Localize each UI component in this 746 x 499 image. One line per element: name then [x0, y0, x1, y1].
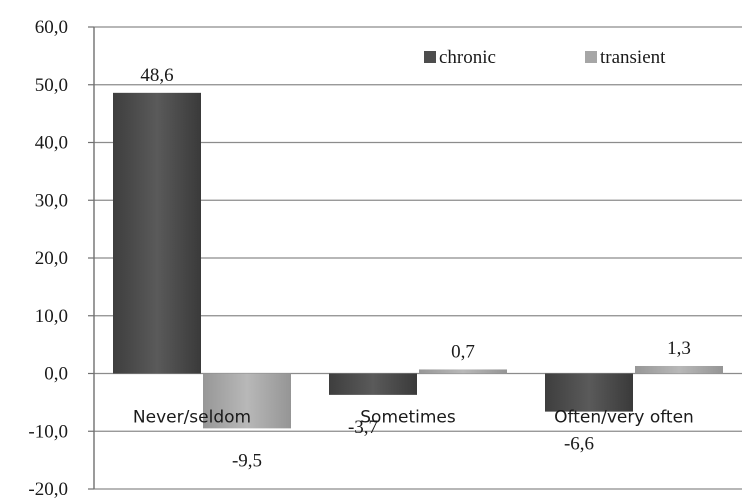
- y-tick-label: 10,0: [35, 306, 68, 327]
- bar-chronic-1: [329, 373, 417, 395]
- bar-transient-2: [635, 365, 723, 374]
- y-tick-labels: 60,0 50,0 40,0 30,0 20,0 10,0 0,0 -10,0 -20,0: [28, 17, 68, 499]
- legend-swatch-transient: [585, 51, 597, 63]
- legend: chronic transient: [424, 47, 666, 68]
- legend-swatch-chronic: [424, 51, 436, 63]
- y-tick-label: -10,0: [28, 421, 68, 442]
- y-tick-label: 30,0: [35, 190, 68, 211]
- bars: [113, 92, 723, 429]
- data-label-chronic-0: 48,6: [140, 65, 173, 86]
- bar-chronic-0: [113, 92, 201, 374]
- y-tick-label: 0,0: [44, 364, 68, 385]
- category-label: Sometimes: [360, 408, 456, 428]
- y-tick-label: 20,0: [35, 248, 68, 269]
- data-label-transient-2: 1,3: [667, 338, 691, 359]
- y-tick-label: -20,0: [28, 479, 68, 499]
- bar-transient-0: [203, 373, 291, 429]
- y-tick-label: 50,0: [35, 75, 68, 96]
- data-label-chronic-2: -6,6: [564, 434, 594, 455]
- data-label-transient-1: 0,7: [451, 341, 475, 362]
- gridlines: [94, 26, 742, 490]
- data-label-chronic-1: -3,7: [348, 417, 378, 438]
- data-label-transient-0: -9,5: [232, 450, 262, 471]
- category-label: Often/very often: [554, 408, 694, 428]
- category-labels: Never/seldom Sometimes Often/very often: [133, 408, 694, 428]
- bar-transient-1: [419, 369, 507, 374]
- bar-chronic-2: [545, 373, 633, 412]
- legend-label-chronic: chronic: [439, 47, 496, 68]
- legend-label-transient: transient: [600, 47, 666, 68]
- y-tick-label: 40,0: [35, 133, 68, 154]
- y-tick-label: 60,0: [35, 17, 68, 38]
- category-label: Never/seldom: [133, 408, 251, 428]
- axes: [88, 26, 95, 490]
- data-labels: 48,6 -3,7 -6,6 -9,5 0,7 1,3: [140, 65, 691, 472]
